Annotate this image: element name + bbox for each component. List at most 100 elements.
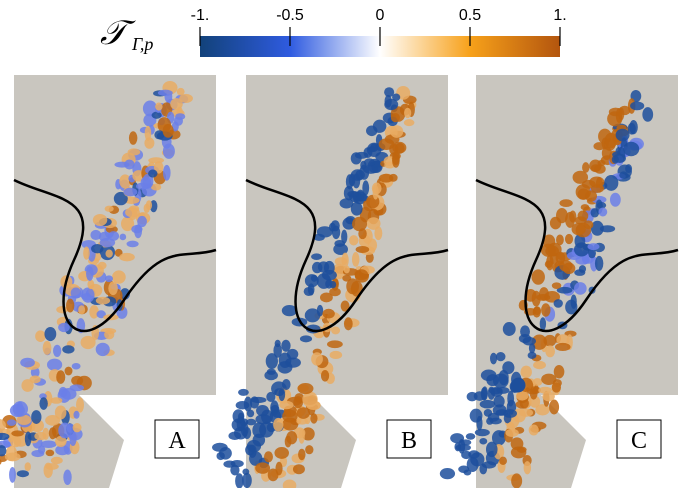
field-blob (64, 366, 73, 376)
field-blob (86, 266, 94, 281)
field-blob (90, 229, 102, 241)
field-blob (573, 282, 587, 295)
field-blob (316, 273, 332, 289)
field-blob (263, 451, 273, 463)
field-blob (343, 265, 350, 274)
field-blob (559, 199, 573, 207)
field-blob (571, 222, 586, 236)
field-blob (343, 317, 353, 331)
field-blob (242, 468, 250, 475)
field-blob (281, 305, 298, 317)
field-blob (556, 334, 570, 346)
field-blob (378, 138, 395, 151)
field-blob (238, 388, 249, 396)
field-blob (322, 308, 335, 319)
field-blob (58, 322, 70, 333)
field-blob (463, 469, 472, 476)
field-blob (404, 107, 412, 119)
field-blob (266, 391, 276, 403)
colorbar-tick-label: -1. (191, 7, 210, 24)
field-blob (171, 121, 179, 132)
field-blob (580, 204, 590, 211)
panel-label-box (386, 419, 432, 459)
field-blob (480, 369, 497, 382)
field-blob (511, 473, 523, 489)
field-blob (275, 461, 283, 476)
field-blob (16, 401, 24, 417)
field-blob (298, 448, 306, 461)
field-blob (108, 281, 118, 296)
field-blob (277, 361, 293, 374)
field-blob (48, 427, 57, 440)
field-blob (299, 335, 313, 343)
colorbar-tick-label: 1. (553, 7, 566, 24)
field-blob (589, 176, 605, 188)
field-blob (564, 233, 574, 245)
field-blob (151, 111, 162, 119)
field-blob (524, 289, 537, 302)
panel-label: A (168, 428, 186, 454)
field-blob (144, 125, 152, 141)
panel-label-box (154, 419, 200, 459)
field-blob (296, 407, 310, 419)
field-blob (341, 229, 348, 244)
field-blob (153, 161, 164, 174)
field-blob (366, 217, 381, 230)
field-blob (175, 113, 186, 120)
field-blob (536, 293, 551, 301)
field-blob (50, 456, 63, 465)
field-blob (97, 261, 107, 270)
field-blob (479, 399, 496, 409)
field-blob (135, 182, 148, 190)
field-blob (533, 360, 546, 370)
field-blob (578, 265, 587, 273)
field-blob (564, 330, 577, 337)
field-blob (340, 300, 350, 312)
field-blob (495, 352, 506, 362)
field-blob (541, 303, 551, 317)
field-blob (363, 158, 375, 167)
field-blob (179, 93, 193, 103)
field-blob (384, 87, 395, 98)
field-blob (73, 410, 80, 419)
field-blob (148, 169, 158, 178)
field-blob (594, 255, 604, 271)
field-blob (304, 308, 321, 323)
field-blob (95, 342, 110, 357)
contour (475, 178, 679, 332)
field-blob (590, 208, 600, 218)
field-blob (274, 447, 289, 459)
field-blob (317, 261, 330, 273)
field-blob (493, 395, 505, 408)
field-blob (246, 409, 255, 418)
field-blob (343, 185, 354, 201)
field-blob (642, 107, 654, 122)
field-blob (105, 249, 113, 258)
field-blob (176, 87, 185, 96)
field-blob (574, 242, 590, 257)
field-blob (556, 234, 564, 246)
field-blob (392, 93, 401, 102)
field-blob (157, 89, 173, 96)
field-blob (45, 449, 55, 457)
field-blob (50, 397, 63, 404)
field-blob (619, 171, 629, 179)
field-blob (320, 292, 333, 303)
field-blob (134, 224, 143, 239)
field-blob (487, 412, 500, 422)
field-blob (38, 445, 46, 455)
field-blob (45, 415, 61, 426)
field-blob (89, 305, 99, 319)
field-blob (230, 464, 240, 476)
field-blob (212, 442, 228, 452)
field-blob (62, 345, 75, 354)
field-blob (505, 428, 519, 437)
field-blob (162, 164, 171, 181)
field-blob (29, 375, 41, 384)
field-blob (604, 174, 619, 191)
field-blob (70, 287, 82, 299)
field-blob (367, 238, 378, 252)
field-blob (278, 387, 286, 402)
field-blob (255, 462, 271, 474)
field-blob (104, 205, 114, 212)
